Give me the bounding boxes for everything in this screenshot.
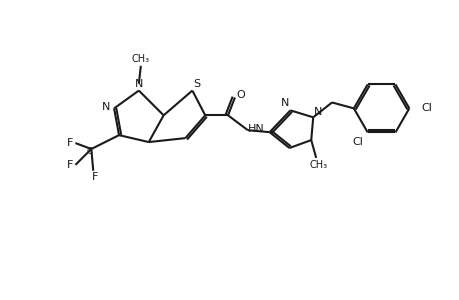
Text: S: S bbox=[192, 79, 200, 88]
Text: CH₃: CH₃ bbox=[131, 54, 150, 64]
Text: N: N bbox=[281, 98, 289, 108]
Text: CH₃: CH₃ bbox=[308, 160, 326, 170]
Text: Cl: Cl bbox=[352, 137, 363, 147]
Text: O: O bbox=[236, 89, 245, 100]
Text: F: F bbox=[67, 138, 73, 148]
Text: N: N bbox=[313, 107, 322, 117]
Text: Cl: Cl bbox=[421, 103, 431, 113]
Text: F: F bbox=[92, 172, 98, 182]
Text: F: F bbox=[67, 160, 73, 170]
Text: C: C bbox=[86, 148, 92, 157]
Text: HN: HN bbox=[247, 124, 263, 134]
Text: N: N bbox=[134, 79, 143, 88]
Text: N: N bbox=[102, 102, 110, 112]
